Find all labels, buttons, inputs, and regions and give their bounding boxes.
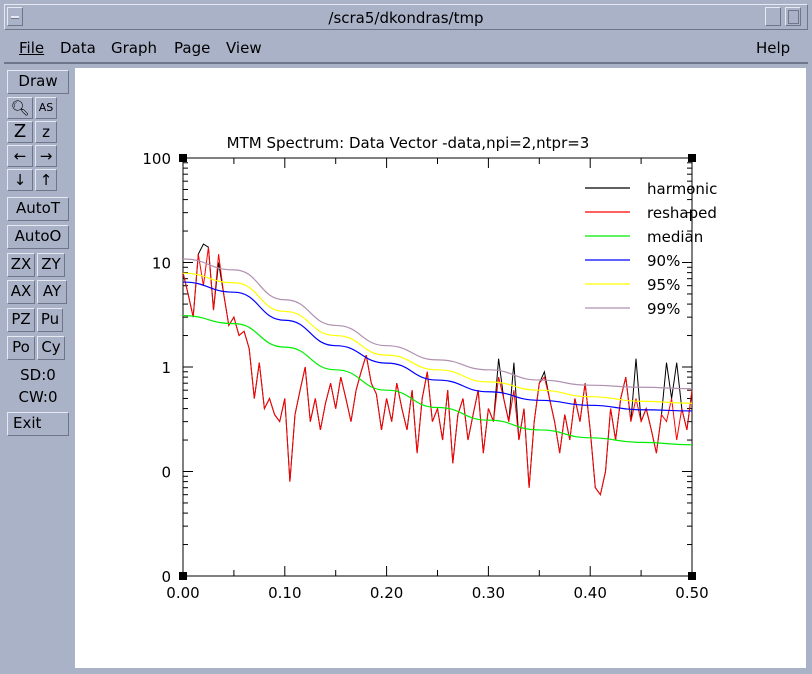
x-tick-label: 0.50: [675, 584, 708, 602]
scroll-down-button[interactable]: ↓: [7, 169, 33, 191]
x-tick-label: 0.00: [166, 584, 199, 602]
x-tick-label: 0.30: [472, 584, 505, 602]
window-menu-button[interactable]: [7, 7, 23, 26]
series-95pct: [182, 272, 693, 404]
legend-label: 99%: [647, 300, 680, 318]
minimize-button[interactable]: [765, 7, 781, 26]
arrow-up-icon: ↑: [39, 171, 53, 189]
ay-button[interactable]: AY: [37, 280, 67, 304]
menu-help[interactable]: Help: [756, 39, 791, 57]
legend-label: harmonic: [647, 180, 717, 198]
autoscale-button[interactable]: AS: [35, 97, 57, 119]
x-tick-label: 0.20: [370, 584, 403, 602]
menu-file[interactable]: File: [19, 39, 45, 57]
window-titlebar: /scra5/dkondras/tmp: [4, 4, 808, 30]
zx-button[interactable]: ZX: [7, 253, 35, 277]
scroll-up-button[interactable]: ↑: [35, 169, 57, 191]
autot-button[interactable]: AutoT: [7, 197, 69, 221]
zoom-in-button[interactable]: Z: [7, 121, 33, 143]
y-tick-label: 1: [161, 359, 171, 377]
autoo-button[interactable]: AutoO: [7, 225, 69, 249]
cw-label: CW:0: [18, 388, 58, 406]
x-tick-label: 0.40: [573, 584, 606, 602]
legend-label: reshaped: [647, 204, 717, 222]
exit-button[interactable]: Exit: [7, 412, 69, 436]
cy-button[interactable]: Cy: [37, 336, 65, 360]
graph-canvas[interactable]: MTM Spectrum: Data Vector -data,npi=2,nt…: [75, 68, 806, 668]
magnifier-icon: 🔍︎: [10, 99, 30, 117]
menu-graph[interactable]: Graph: [111, 39, 158, 57]
pu-button[interactable]: Pu: [37, 308, 63, 332]
menu-data[interactable]: Data: [60, 39, 96, 57]
po-button[interactable]: Po: [7, 336, 35, 360]
maximize-button[interactable]: [785, 7, 801, 26]
zoom-magnifier-button[interactable]: 🔍︎: [7, 97, 33, 119]
arrow-right-icon: →: [39, 147, 53, 165]
y-tick-label: 10: [152, 255, 171, 273]
scroll-right-button[interactable]: →: [35, 145, 57, 167]
menu-page[interactable]: Page: [174, 39, 211, 57]
y-tick-label: 100: [142, 150, 171, 168]
y-tick-label: 0: [161, 568, 171, 586]
arrow-left-icon: ←: [13, 147, 27, 165]
x-tick-label: 0.10: [268, 584, 301, 602]
zy-button[interactable]: ZY: [37, 253, 65, 277]
menu-view[interactable]: View: [226, 39, 262, 57]
series-99pct: [182, 258, 693, 390]
series-median: [182, 315, 693, 446]
sd-label: SD:0: [20, 366, 56, 384]
y-tick-label: 0: [161, 464, 171, 482]
zoom-out-button[interactable]: z: [35, 121, 57, 143]
legend-label: 95%: [647, 276, 680, 294]
pz-button[interactable]: PZ: [7, 308, 35, 332]
legend-label: 90%: [647, 252, 680, 270]
arrow-down-icon: ↓: [13, 171, 27, 189]
ax-button[interactable]: AX: [7, 280, 35, 304]
draw-button[interactable]: Draw: [7, 70, 69, 94]
chart-title: MTM Spectrum: Data Vector -data,npi=2,nt…: [227, 134, 590, 152]
scroll-left-button[interactable]: ←: [7, 145, 33, 167]
series-reshaped: [182, 247, 693, 496]
tool-panel: Draw 🔍︎ AS Z z ← → ↓ ↑ AutoT AutoO ZX ZY…: [5, 68, 71, 440]
mtm-spectrum-chart: MTM Spectrum: Data Vector -data,npi=2,nt…: [142, 134, 717, 602]
window-title: /scra5/dkondras/tmp: [328, 9, 484, 27]
legend-label: median: [647, 228, 703, 246]
menu-bar: File Data Graph Page View Help: [4, 31, 808, 64]
series-90pct: [182, 281, 693, 412]
